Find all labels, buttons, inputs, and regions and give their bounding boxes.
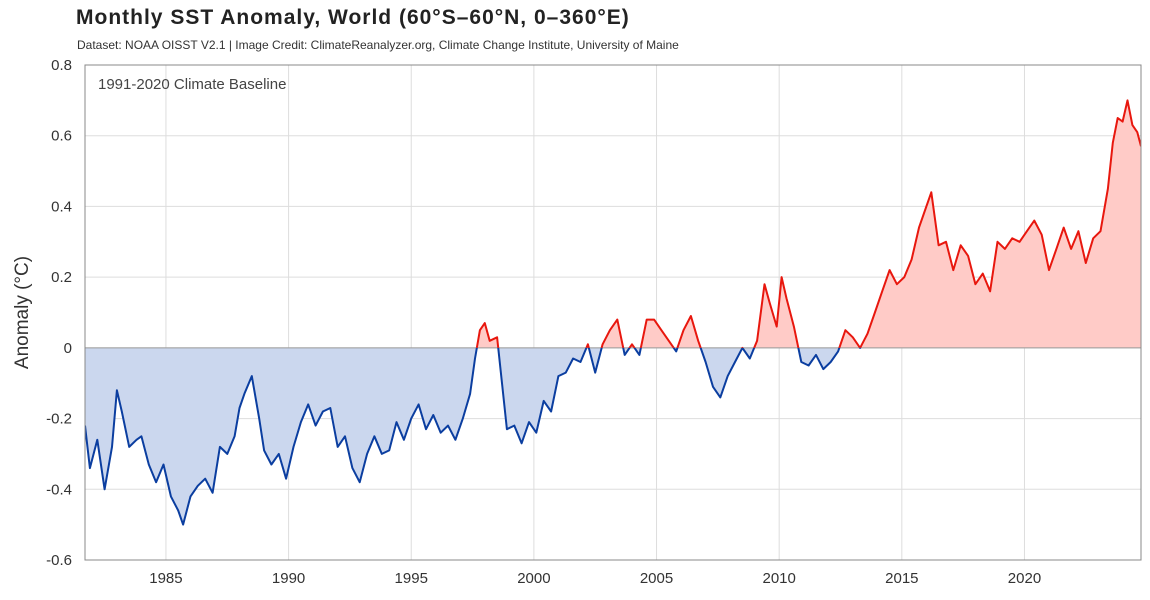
y-tick-label: 0.2: [51, 269, 72, 286]
y-tick-label: 0: [64, 340, 72, 357]
y-tick-label: -0.4: [46, 481, 72, 498]
x-tick-label: 2005: [640, 570, 673, 587]
chart-title: Monthly SST Anomaly, World (60°S–60°N, 0…: [76, 6, 630, 29]
negative-anomaly-line: [85, 347, 862, 526]
y-tick-label: -0.6: [46, 552, 72, 569]
y-tick-label: 0.6: [51, 128, 72, 145]
x-tick-label: 2015: [885, 570, 918, 587]
plot-frame: [84, 64, 1142, 561]
x-tick-label: 2000: [517, 570, 550, 587]
x-tick-label: 1985: [149, 570, 182, 587]
chart-subtitle: Dataset: NOAA OISST V2.1 | Image Credit:…: [77, 38, 679, 52]
anomaly-fill: [85, 100, 1141, 525]
negative-anomaly-area: [85, 347, 1141, 525]
axis-ticks: -0.6 -0.4 -0.2 0 0.2 0.4 0.6 0.8 1985 1990 1995 200…: [46, 57, 1041, 587]
x-tick-label: 2010: [763, 570, 796, 587]
baseline-annotation: 1991-2020 Climate Baseline: [98, 76, 286, 93]
anomaly-lines: [85, 99, 1141, 526]
positive-anomaly-line: [475, 99, 1141, 348]
x-tick-label: 1995: [395, 570, 428, 587]
y-tick-label: 0.4: [51, 198, 72, 215]
positive-anomaly-area: [476, 100, 1141, 348]
x-tick-label: 2020: [1008, 570, 1041, 587]
x-tick-label: 1990: [272, 570, 305, 587]
y-axis-label: Anomaly (°C): [12, 256, 33, 369]
y-tick-label: -0.2: [46, 411, 72, 428]
y-tick-label: 0.8: [51, 57, 72, 74]
